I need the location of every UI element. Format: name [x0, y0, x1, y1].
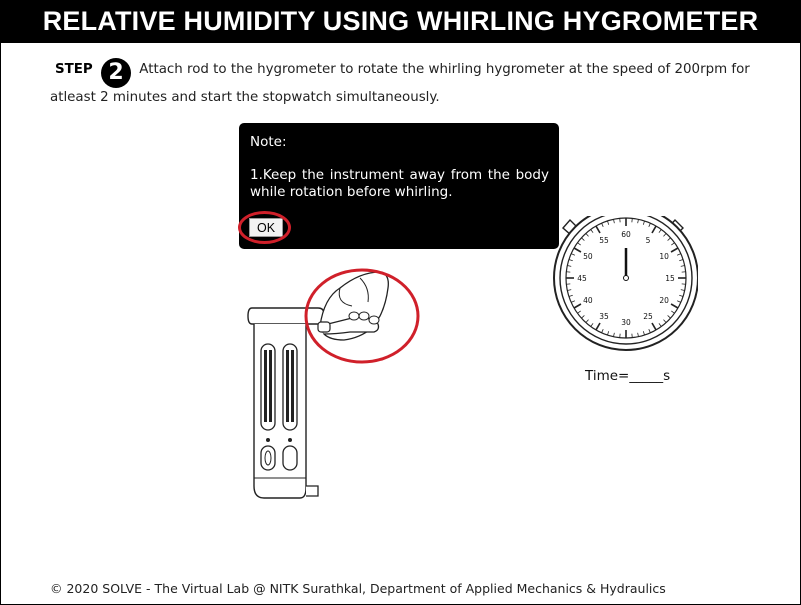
dial-label: 60: [621, 230, 631, 239]
note-body: 1.Keep the instrument away from the body…: [250, 167, 549, 200]
step-number-badge: 2: [101, 58, 132, 88]
dial-label: 10: [659, 252, 669, 261]
hand-highlight-ring: [304, 268, 420, 364]
dial-label: 30: [621, 318, 631, 327]
dial-label: 5: [646, 236, 651, 245]
step-text: Attach rod to the hygrometer to rotate t…: [50, 62, 750, 105]
time-readout: Time=_____s: [585, 368, 671, 384]
dial-label: 50: [583, 252, 593, 261]
footer-copyright: © 2020 SOLVE - The Virtual Lab @ NITK Su…: [50, 581, 666, 596]
note-dialog: Note: 1.Keep the instrument away from th…: [239, 123, 559, 249]
stopwatch-ticks: [566, 218, 686, 338]
whirling-hygrometer[interactable]: [240, 258, 430, 503]
dial-label: 20: [659, 296, 669, 305]
dial-label: 15: [665, 274, 675, 283]
dial-label: 35: [599, 312, 609, 321]
step-label: STEP: [55, 62, 93, 77]
ok-highlight-ring: [238, 211, 291, 244]
dial-label: 40: [583, 296, 593, 305]
dial-label: 55: [599, 236, 609, 245]
stopwatch[interactable]: 60 5 10 15 20 25 30 35 40 45 50 55: [548, 216, 698, 361]
step-instruction: STEP 2 Attach rod to the hygrometer to r…: [50, 58, 785, 107]
hand-icon: [317, 271, 389, 341]
page-title: RELATIVE HUMIDITY USING WHIRLING HYGROME…: [0, 0, 801, 43]
note-title: Note:: [250, 134, 287, 150]
dial-label: 45: [577, 274, 587, 283]
dial-label: 25: [643, 312, 653, 321]
stopwatch-dial-labels: 60 5 10 15 20 25 30 35 40 45 50 55: [577, 230, 675, 327]
